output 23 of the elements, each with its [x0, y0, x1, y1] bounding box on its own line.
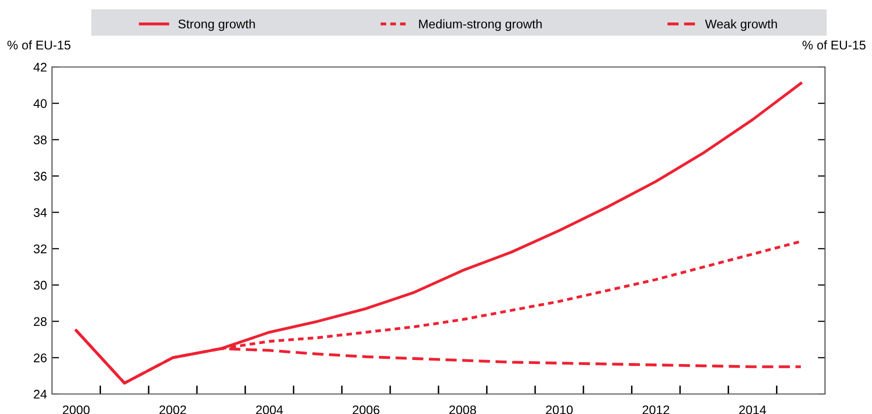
x-tick-label: 2012 — [642, 405, 670, 414]
x-tick-label: 2008 — [449, 405, 476, 414]
x-tick-label: 2002 — [160, 405, 186, 414]
x-tick-label: 2010 — [546, 405, 573, 414]
y-tick-label: 30 — [34, 280, 47, 290]
x-tick-label: 2000 — [62, 405, 90, 414]
x-tick-label: 2004 — [256, 405, 283, 414]
x-tick-label: 2006 — [352, 405, 380, 414]
y-tick-label: 42 — [34, 62, 47, 72]
y-tick-label: 32 — [34, 244, 47, 254]
y-tick-label: 40 — [34, 99, 47, 108]
legend-label: Strong growth — [178, 19, 255, 31]
y-tick-label: 24 — [34, 390, 47, 399]
legend-label: Weak growth — [705, 19, 777, 31]
y-tick-label: 38 — [34, 135, 47, 144]
legend-label: Medium-strong growth — [419, 19, 542, 31]
y-tick-label: 36 — [34, 172, 47, 181]
y-tick-label: 28 — [34, 317, 47, 326]
y-tick-label: 26 — [34, 353, 47, 362]
y-tick-label: 34 — [34, 208, 47, 217]
x-tick-label: 2014 — [739, 405, 766, 414]
y2-axis-title: % of EU-15 — [802, 40, 866, 50]
y-axis-title: % of EU-15 — [7, 40, 70, 50]
